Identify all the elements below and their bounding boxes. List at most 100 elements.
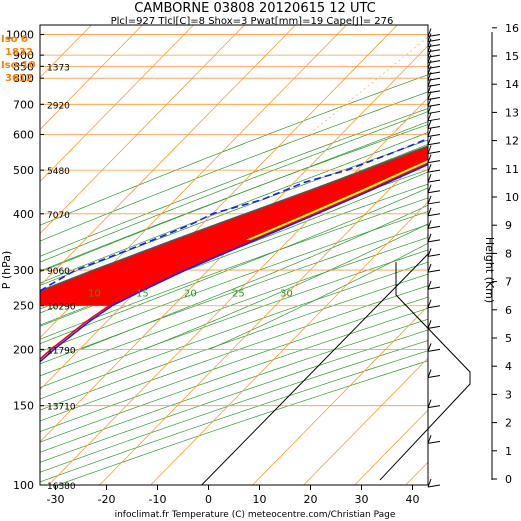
theta-label: 30 <box>280 289 293 300</box>
isobars <box>40 34 428 485</box>
dry-adiabat <box>40 296 428 433</box>
pressure-tick-label: 250 <box>13 300 34 313</box>
dry-adiabat <box>40 108 428 257</box>
height-tick-label: 7 <box>505 276 512 289</box>
temperature-tick-label: 10 <box>253 493 267 506</box>
pressure-tick-label: 900 <box>13 49 34 62</box>
theta-label: 15 <box>136 289 149 300</box>
wind-barb <box>427 179 441 183</box>
freezing-level-block: Iso 0 1832 Iso-10 3612 <box>1 34 36 84</box>
iso-label: Iso 0 <box>1 34 28 45</box>
wind-barb-flag <box>427 145 432 154</box>
wind-barb-flag <box>427 263 432 273</box>
temperature-tick-label: -10 <box>149 493 167 506</box>
isotherm <box>40 25 245 235</box>
wind-barb <box>427 239 441 243</box>
wind-barb-flag <box>427 195 432 205</box>
dry-adiabat <box>40 197 428 340</box>
wind-barbs <box>427 28 441 488</box>
height-tick-label: 1 <box>505 445 512 458</box>
dry-adiabat <box>40 307 428 443</box>
pressure-tick-label: 150 <box>13 400 34 413</box>
isotherm <box>40 45 428 443</box>
wind-barb <box>427 142 441 146</box>
mixing-ratio-line <box>388 103 428 135</box>
dry-adiabat <box>40 285 428 422</box>
pressure-tick-label: 600 <box>13 128 34 141</box>
moist-adiabat <box>80 204 428 350</box>
wind-barb <box>427 190 441 194</box>
height-tick-label: 10 <box>505 191 519 204</box>
pressure-tick-label: 850 <box>13 60 34 73</box>
wind-barb-flag <box>427 280 432 290</box>
isotherms <box>40 25 428 485</box>
wind-barb <box>427 269 441 273</box>
dry-adiabat <box>40 124 428 272</box>
wind-barb-flag <box>427 233 432 243</box>
height-label: 5480 <box>47 167 70 177</box>
isotherm <box>150 201 428 485</box>
height-label: 1373 <box>47 63 70 73</box>
pressure-tick-label: 300 <box>13 264 34 277</box>
wind-barb-flag <box>427 78 432 87</box>
mixing-ratio-lines <box>308 36 428 135</box>
dry-adiabat <box>40 183 428 327</box>
wind-barb-flag <box>427 399 432 408</box>
wind-barb-flag <box>427 98 432 107</box>
plot-frame <box>39 24 429 486</box>
moist-adiabat <box>208 242 428 350</box>
temperature-tick-label: -30 <box>47 493 65 506</box>
height-label: 10290 <box>47 303 76 313</box>
wind-barb-flag <box>427 84 432 93</box>
wind-barb <box>427 484 441 488</box>
wind-barb-flag <box>427 91 432 100</box>
chart-subtitle: Plcl=927 Tlcl[C]=8 Shox=3 Pwat[mm]=19 Ca… <box>111 16 394 27</box>
wind-barb-flag <box>427 60 432 69</box>
wind-barb-flag <box>427 72 432 81</box>
mixing-ratio-line <box>308 36 428 135</box>
wind-barb <box>427 225 441 229</box>
wind-barb-flag <box>427 38 432 47</box>
wind-barb-flag <box>427 112 432 121</box>
wind-barb <box>427 96 441 100</box>
wind-barb-flag <box>427 343 432 352</box>
wind-barb-flag <box>427 163 432 173</box>
wind-barb-flag <box>427 174 432 183</box>
pressure-tick-label: 1000 <box>6 29 34 42</box>
iso-label: Iso-10 <box>1 60 36 71</box>
height-tick-label: 15 <box>505 50 519 63</box>
wind-barb <box>427 375 441 379</box>
wind-barb-flag <box>427 435 432 444</box>
wind-barb <box>427 110 441 114</box>
chart-title: CAMBORNE 03808 20120615 12 UTC <box>134 1 375 16</box>
parcel-line <box>40 145 428 292</box>
mixing-ratio-label: 0.1 <box>438 22 451 31</box>
temperature-line <box>40 163 428 363</box>
wind-barb <box>427 151 441 154</box>
isotherm <box>40 25 194 183</box>
height-tick-label: 11 <box>505 163 519 176</box>
theta-label: 25 <box>232 289 245 300</box>
height-tick-label: 13 <box>505 106 519 119</box>
wind-barb <box>427 160 441 164</box>
height-tick-label: 5 <box>505 332 512 345</box>
pressure-tick-label: 500 <box>13 164 34 177</box>
height-tick-label: 6 <box>505 304 512 317</box>
pressure-tick-label: 200 <box>13 343 34 356</box>
wind-barb-flag <box>427 220 432 229</box>
wind-barb <box>427 305 441 309</box>
isotherm <box>48 97 428 485</box>
wind-barb <box>427 201 441 205</box>
isotherm <box>201 253 428 485</box>
wind-barb <box>427 440 441 444</box>
wind-barb-flag <box>427 54 432 63</box>
isotherm <box>40 25 296 287</box>
wind-barb-flag <box>427 154 432 163</box>
iso-value: 3612 <box>5 73 33 84</box>
wind-barb-flag <box>427 43 432 52</box>
height-tick-label: 2 <box>505 417 512 430</box>
